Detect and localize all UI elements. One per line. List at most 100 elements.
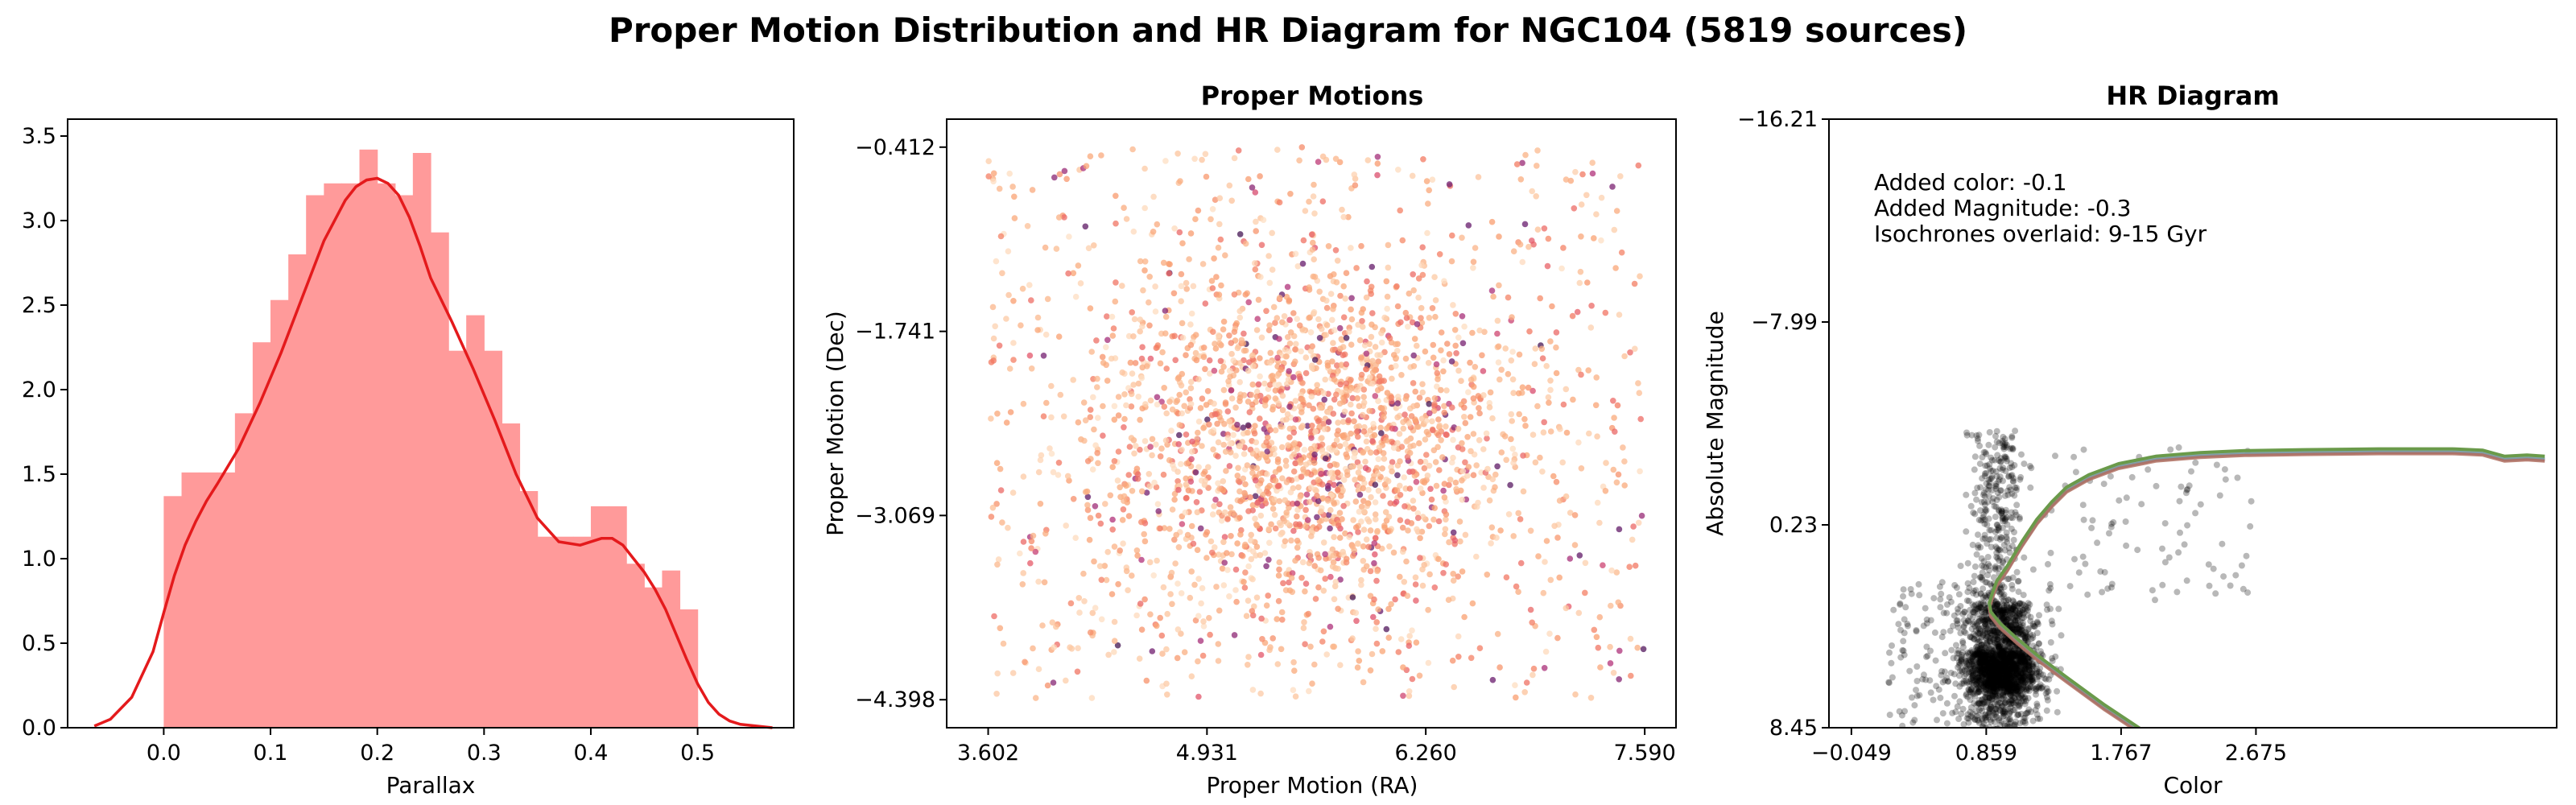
hr-point xyxy=(1975,696,1983,704)
hr-point xyxy=(2011,684,2017,691)
hr-point xyxy=(2021,658,2028,665)
hr-point xyxy=(2010,683,2017,690)
hr-point xyxy=(2025,663,2032,671)
proper-motion-point xyxy=(1535,553,1542,559)
hr-point xyxy=(1992,658,2000,666)
proper-motion-point xyxy=(1276,497,1283,505)
hr-point xyxy=(2001,663,2008,670)
hr-point xyxy=(1958,655,1965,663)
hr-point xyxy=(2013,625,2020,633)
proper-motion-point xyxy=(1450,577,1457,584)
proper-motion-point xyxy=(1353,617,1360,625)
proper-motion-point xyxy=(1323,651,1330,658)
hr-point xyxy=(2000,657,2006,664)
hr-point xyxy=(1984,617,1991,624)
hr-point xyxy=(1978,680,1985,687)
hr-point xyxy=(1994,643,2001,650)
hr-point xyxy=(2004,601,2010,609)
hr-point xyxy=(2007,514,2014,522)
hr-point xyxy=(2000,659,2006,667)
hr-point xyxy=(2000,671,2008,679)
proper-motion-point xyxy=(1146,299,1152,306)
hr-point xyxy=(2007,651,2014,658)
proper-motion-point xyxy=(1358,576,1364,584)
proper-motion-point xyxy=(1509,314,1515,320)
proper-motion-point xyxy=(1392,341,1399,348)
proper-motion-point xyxy=(1164,610,1170,617)
hr-point xyxy=(2019,691,2026,698)
hr-point xyxy=(1897,600,1904,607)
hr-point xyxy=(1976,659,1984,667)
hr-point xyxy=(2013,682,2021,689)
proper-motion-point xyxy=(1257,355,1263,361)
hr-point xyxy=(1996,557,2003,564)
hr-point xyxy=(1995,731,2001,737)
hr-point xyxy=(2008,700,2015,708)
hr-point xyxy=(1981,501,1988,508)
hr-point xyxy=(1974,649,1981,656)
hr-point xyxy=(1989,676,1996,683)
hr-point xyxy=(1987,687,1994,694)
hr-point xyxy=(2012,648,2019,655)
proper-motion-point xyxy=(1302,522,1309,530)
hr-point xyxy=(1995,630,2002,636)
hr-point xyxy=(1984,633,1991,640)
hr-point xyxy=(1982,655,1989,663)
hr-point xyxy=(1975,700,1982,707)
proper-motion-point xyxy=(1300,237,1307,244)
proper-motion-point xyxy=(1414,526,1420,533)
proper-motion-point xyxy=(1602,488,1609,494)
hr-point xyxy=(1973,432,1980,439)
hr-point xyxy=(1999,691,2006,698)
hr-point xyxy=(2232,572,2240,579)
hr-point xyxy=(2023,686,2030,693)
hr-point xyxy=(2001,654,2008,662)
proper-motion-point xyxy=(1075,262,1082,269)
hr-point xyxy=(2011,462,2018,469)
proper-motion-point xyxy=(1220,326,1227,333)
hr-point xyxy=(1984,649,1991,656)
hr-point xyxy=(2015,698,2022,705)
hr-point xyxy=(2008,608,2015,615)
proper-motion-point xyxy=(1284,283,1291,291)
hr-point xyxy=(2220,573,2227,580)
proper-motion-point xyxy=(1426,410,1433,417)
hr-point xyxy=(2183,577,2190,584)
proper-motion-point xyxy=(1183,481,1190,488)
hr-point xyxy=(2001,650,2008,656)
proper-motion-point xyxy=(1480,485,1487,491)
hr-point xyxy=(2008,681,2015,688)
hr-point xyxy=(1996,649,2004,656)
hr-point xyxy=(1991,688,1998,696)
proper-motion-point xyxy=(1127,359,1134,366)
hr-point xyxy=(1996,508,2003,515)
proper-motion-point xyxy=(1397,517,1404,523)
proper-motion-point xyxy=(1441,402,1447,410)
hr-point xyxy=(1975,684,1982,691)
hr-point xyxy=(2021,653,2028,660)
hr-point xyxy=(2006,675,2013,681)
proper-motion-point xyxy=(1307,452,1313,459)
hr-point xyxy=(2002,666,2009,673)
proper-motion-point xyxy=(1199,443,1205,449)
hr-point xyxy=(1989,650,1996,658)
hr-point xyxy=(1975,625,1983,633)
proper-motion-point xyxy=(1364,278,1370,285)
proper-motion-point xyxy=(1425,659,1432,667)
hr-point xyxy=(1980,511,1988,518)
proper-motion-point xyxy=(993,501,1000,507)
hr-point xyxy=(2004,673,2010,680)
proper-motion-point xyxy=(1612,428,1618,435)
hr-point xyxy=(1976,646,1983,653)
proper-motion-point xyxy=(1123,402,1129,409)
hr-point xyxy=(1985,477,1992,484)
hr-point xyxy=(1975,655,1982,663)
hr-point xyxy=(2013,621,2021,629)
proper-motion-point xyxy=(1252,266,1259,273)
hr-point xyxy=(2010,603,2017,610)
proper-motion-point xyxy=(1356,423,1362,430)
proper-motion-x-tick-label-2: 6.260 xyxy=(1394,741,1456,766)
hr-point xyxy=(2009,661,2017,668)
proper-motion-point xyxy=(1414,342,1420,349)
hr-point xyxy=(2008,433,2016,440)
